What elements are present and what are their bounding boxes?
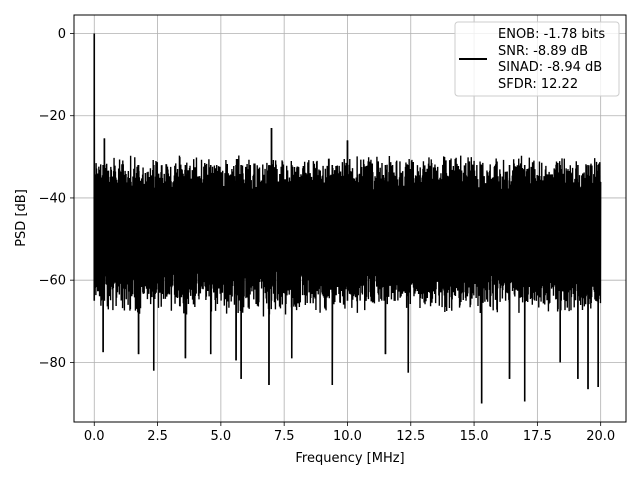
x-tick-label: 5.0 [211, 429, 232, 444]
x-tick-label: 20.0 [586, 429, 615, 444]
x-axis-label: Frequency [MHz] [295, 451, 404, 466]
legend-line-sinad: SINAD: -8.94 dB [498, 60, 602, 75]
series-psd [93, 33, 602, 404]
y-tick-label: −40 [39, 191, 66, 206]
y-tick-label: −20 [39, 109, 66, 124]
x-tick-label: 12.5 [396, 429, 425, 444]
y-tick-label: −60 [39, 274, 66, 289]
legend: ENOB: -1.78 bits SNR: -8.89 dB SINAD: -8… [454, 21, 620, 97]
x-tick-label: 7.5 [274, 429, 295, 444]
y-ticks: 0 −20 −40 −60 −80 [39, 27, 74, 371]
legend-line-enob: ENOB: -1.78 bits [498, 27, 605, 42]
x-tick-label: 17.5 [523, 429, 552, 444]
y-tick-label: 0 [58, 27, 66, 42]
plot-frame [73, 14, 627, 423]
x-ticks: 0.0 2.5 5.0 7.5 10.0 12.5 15.0 17.5 20.0 [84, 422, 615, 444]
legend-line-snr: SNR: -8.89 dB [498, 44, 588, 59]
x-tick-label: 0.0 [84, 429, 105, 444]
y-axis-label: PSD [dB] [14, 189, 29, 247]
x-tick-label: 10.0 [333, 429, 362, 444]
y-tick-label: −80 [39, 356, 66, 371]
legend-line-sfdr: SFDR: 12.22 [498, 77, 578, 92]
x-tick-label: 15.0 [460, 429, 489, 444]
x-tick-label: 2.5 [147, 429, 168, 444]
legend-box [454, 21, 620, 97]
